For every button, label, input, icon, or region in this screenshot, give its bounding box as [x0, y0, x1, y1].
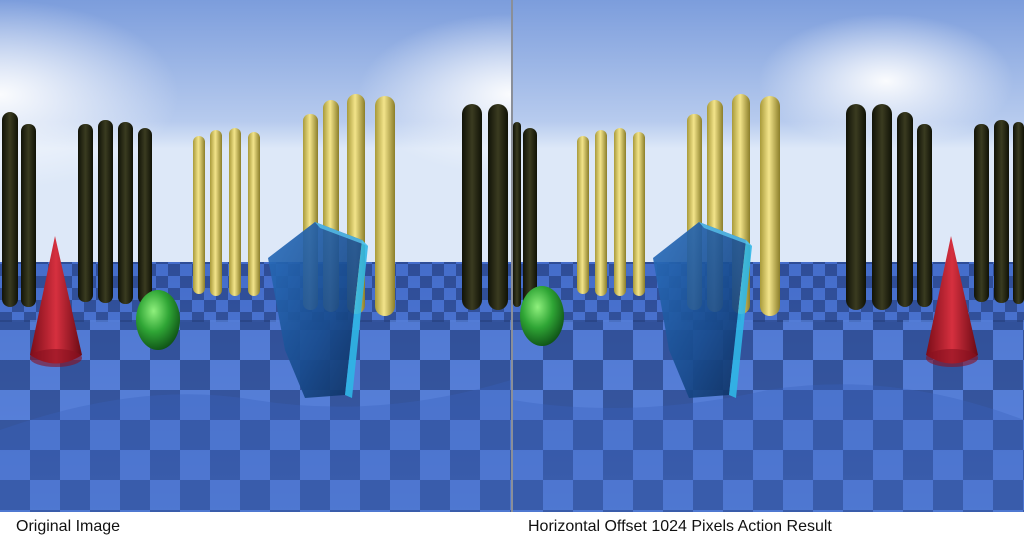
green-egg: [520, 286, 564, 346]
panel-divider: [511, 0, 513, 512]
blue-glass-block: [268, 222, 368, 398]
original-render-scene: [0, 0, 511, 512]
dark-pillars-right: [462, 104, 508, 310]
blue-glass-block: [653, 222, 752, 398]
red-cone: [926, 236, 978, 367]
offset-result-panel: [513, 0, 1024, 512]
original-image-caption: Original Image: [16, 518, 121, 535]
offset-render-scene: [513, 0, 1024, 512]
red-cone: [30, 236, 82, 367]
dark-pillars-edge: [513, 122, 537, 308]
original-image-panel: [0, 0, 511, 512]
green-egg: [136, 290, 180, 350]
dark-pillars-left: [2, 112, 152, 307]
offset-result-caption: Horizontal Offset 1024 Pixels Action Res…: [528, 518, 832, 535]
dark-pillars-center: [846, 104, 1024, 310]
